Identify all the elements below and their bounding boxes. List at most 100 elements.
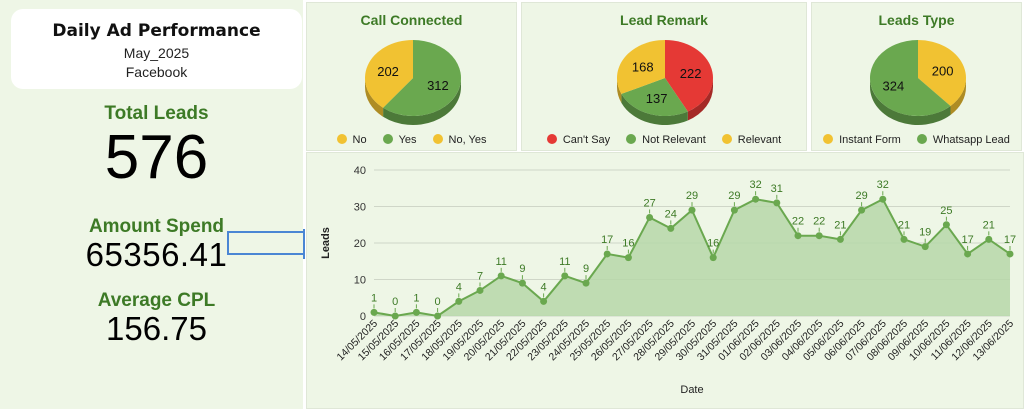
pie-slice — [383, 40, 461, 117]
legend-swatch — [721, 134, 732, 144]
pie-panel-lead-remark: Lead Remark 222 137 168 Can't Say Not Relev… — [521, 2, 807, 151]
data-point — [836, 235, 844, 243]
total-leads-label: Total Leads — [104, 103, 209, 124]
data-label: 32 — [877, 179, 889, 191]
data-label: 24 — [665, 208, 677, 220]
y-tick-label: 20 — [354, 238, 366, 250]
legend-item: Instant Form — [823, 134, 901, 146]
line-chart-panel: 0 10 20 30 40 1 0 1 0 4 7 11 9 4 11 9 17 16 27 24 29 16 29 32 31… — [306, 152, 1024, 409]
legend-swatch — [546, 134, 557, 144]
pie-slice — [870, 40, 951, 116]
legend-swatch — [336, 134, 347, 144]
legend-label: Yes — [398, 134, 417, 146]
data-point — [582, 279, 590, 287]
pie-slice-side — [687, 78, 713, 121]
legend-swatch — [432, 134, 443, 144]
legend-item: No, Yes — [432, 134, 486, 146]
data-label: 7 — [477, 270, 483, 282]
data-point — [900, 235, 908, 243]
data-label: 27 — [643, 197, 655, 209]
legend-label: Relevant — [737, 134, 782, 146]
data-point — [815, 232, 823, 240]
legend-label: Can't Say — [562, 134, 611, 146]
y-tick-label: 40 — [354, 165, 366, 177]
pie-legend: No Yes No, Yes — [307, 134, 516, 146]
data-label: 31 — [771, 183, 783, 195]
data-label: 19 — [919, 227, 931, 239]
connector-line — [227, 231, 305, 255]
data-point — [879, 195, 887, 203]
y-tick-label: 0 — [360, 311, 366, 323]
data-label: 22 — [792, 216, 804, 228]
pie-slice-side — [870, 78, 951, 125]
kpi-panel: Daily Ad Performance May_2025 Facebook T… — [0, 0, 303, 409]
legend-item: Yes — [382, 134, 417, 146]
legend-item: Not Relevant — [626, 134, 706, 146]
data-point — [455, 297, 463, 305]
y-axis-title: Leads — [320, 227, 332, 259]
data-label: 4 — [456, 281, 462, 293]
data-point — [391, 312, 399, 320]
data-label: 32 — [749, 179, 761, 191]
legend-item: Relevant — [721, 134, 782, 146]
data-label: 4 — [541, 281, 547, 293]
data-label: 22 — [813, 216, 825, 228]
data-point — [688, 206, 696, 214]
legend-label: Not Relevant — [642, 134, 706, 146]
legend-item: No — [336, 134, 367, 146]
pie-title: Call Connected — [360, 12, 463, 28]
data-label: 0 — [392, 296, 398, 308]
data-label: 21 — [983, 219, 995, 231]
legend-item: Whatsapp Lead — [916, 134, 1010, 146]
area-fill — [374, 199, 1010, 316]
data-label: 16 — [707, 238, 719, 250]
data-label: 21 — [834, 219, 846, 231]
pie-slice — [918, 40, 966, 106]
data-label: 1 — [413, 292, 419, 304]
data-point — [603, 250, 611, 258]
pie-slice-label: 137 — [646, 91, 668, 106]
pie-slice-side — [621, 93, 688, 126]
dashboard-period: May_2025 — [123, 45, 190, 61]
total-leads-value: 576 — [104, 123, 209, 192]
y-tick-label: 30 — [354, 202, 366, 214]
pie-slice-label: 200 — [932, 63, 954, 78]
pie-slice-label: 324 — [883, 79, 905, 94]
data-label: 21 — [898, 219, 910, 231]
data-label: 16 — [622, 238, 634, 250]
data-point — [964, 250, 972, 258]
legend-swatch — [823, 134, 834, 144]
pie-panel-call-connected: Call Connected 312 202 No Yes No, Yes — [306, 2, 517, 151]
data-point — [1006, 250, 1014, 258]
average-cpl-value: 156.75 — [106, 310, 207, 347]
pie-title: Lead Remark — [620, 12, 708, 28]
legend-label: Whatsapp Lead — [932, 134, 1010, 146]
data-label: 9 — [519, 263, 525, 275]
data-point — [434, 312, 442, 320]
legend-label: Instant Form — [839, 134, 901, 146]
data-label: 17 — [1004, 234, 1016, 246]
data-label: 29 — [855, 190, 867, 202]
data-point — [540, 297, 548, 305]
connector-line-end — [303, 229, 305, 259]
data-point — [497, 272, 505, 280]
pie-chart-call-connected: 312 202 — [365, 40, 461, 126]
data-point — [794, 232, 802, 240]
x-axis-title: Date — [680, 384, 703, 396]
data-label: 29 — [728, 190, 740, 202]
data-point — [412, 308, 420, 316]
pie-slice-side — [950, 78, 966, 115]
data-point — [624, 254, 632, 262]
data-point — [730, 206, 738, 214]
data-point — [985, 235, 993, 243]
pie-chart-lead-remark: 222 137 168 — [617, 40, 713, 126]
legend-swatch — [626, 134, 637, 144]
pie-slice — [365, 40, 413, 108]
legend-swatch — [382, 134, 393, 144]
data-point — [667, 224, 675, 232]
data-label: 1 — [371, 292, 377, 304]
data-point — [858, 206, 866, 214]
y-tick-label: 10 — [354, 275, 366, 287]
